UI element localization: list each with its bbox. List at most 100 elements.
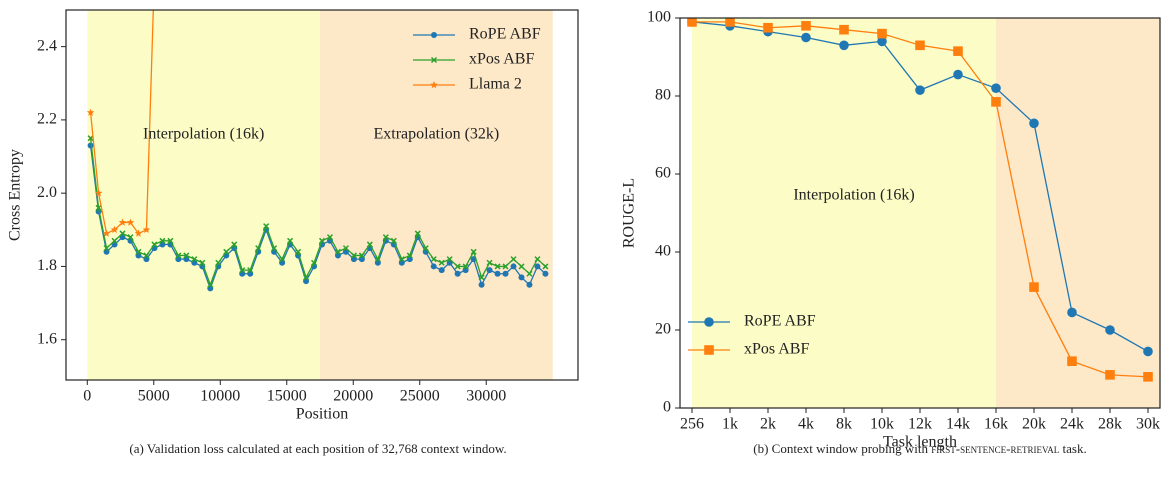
- marker: [991, 97, 1001, 107]
- marker: [953, 69, 963, 80]
- marker: [86, 108, 95, 116]
- marker: [406, 252, 413, 259]
- region-label: Interpolation (16k): [143, 126, 264, 143]
- legend-label: RoPE ABF: [744, 313, 816, 330]
- marker: [102, 229, 111, 237]
- marker: [295, 248, 302, 255]
- caption: (b) Context window probing with first-se…: [753, 441, 1086, 456]
- marker: [103, 245, 110, 252]
- marker: [430, 256, 437, 263]
- marker: [422, 245, 429, 252]
- x-tick-label: 8k: [836, 416, 852, 433]
- y-tick-label: 0: [663, 399, 671, 416]
- marker: [231, 241, 238, 248]
- marker: [518, 263, 525, 270]
- shaded-region: [87, 10, 321, 380]
- x-tick-label: 10000: [200, 388, 240, 405]
- marker: [494, 270, 501, 277]
- chart: Interpolation (16k) 0 20 40 60 80 100 256 1k 2k 4k…: [621, 9, 1161, 456]
- marker: [142, 225, 151, 234]
- marker: [334, 248, 341, 255]
- marker: [687, 18, 697, 27]
- plot-area: [86, 10, 553, 380]
- marker: [215, 259, 222, 266]
- marker: [358, 252, 365, 259]
- x-tick-label: 16k: [984, 416, 1008, 433]
- plot-frame: [65, 9, 579, 381]
- marker: [704, 317, 714, 327]
- y-tick-label: 40: [655, 243, 671, 260]
- legend-label: xPos ABF: [469, 51, 534, 68]
- marker: [318, 237, 326, 244]
- marker: [438, 259, 445, 266]
- marker: [534, 263, 541, 270]
- x-tick-label: 2k: [760, 416, 776, 433]
- marker: [350, 252, 357, 259]
- marker: [454, 263, 461, 270]
- marker: [542, 263, 549, 270]
- marker: [486, 259, 493, 266]
- marker: [430, 263, 437, 270]
- marker: [87, 135, 94, 142]
- marker: [255, 245, 262, 252]
- marker: [801, 21, 811, 31]
- marker: [287, 237, 294, 244]
- region-label: Extrapolation (32k): [373, 126, 499, 143]
- marker: [199, 259, 206, 266]
- marker: [271, 245, 278, 252]
- y-tick-label: 100: [647, 9, 671, 26]
- x-tick-label: 15000: [267, 388, 307, 405]
- marker: [1029, 282, 1039, 292]
- marker: [398, 256, 405, 263]
- marker: [1067, 356, 1077, 366]
- marker: [725, 18, 735, 27]
- y-tick-label: 2.0: [37, 184, 57, 201]
- marker: [877, 28, 887, 39]
- marker: [223, 248, 230, 255]
- y-tick-label: 20: [655, 321, 671, 338]
- x-tick-label: 30k: [1136, 416, 1160, 433]
- marker: [382, 234, 389, 241]
- shaded-region: [996, 18, 1160, 408]
- y-tick-label: 1.8: [37, 257, 57, 274]
- marker: [839, 40, 849, 51]
- marker: [134, 229, 143, 237]
- legend-label: xPos ABF: [744, 341, 809, 358]
- caption-part: task.: [1059, 441, 1086, 456]
- marker: [310, 259, 318, 266]
- marker: [915, 40, 925, 51]
- y-tick-label: 60: [655, 165, 671, 182]
- caption-part: first-sentence-retrieval: [931, 441, 1059, 456]
- marker: [462, 263, 469, 270]
- marker: [1105, 370, 1115, 380]
- marker: [430, 56, 438, 64]
- marker: [1029, 118, 1039, 129]
- marker: [414, 230, 421, 237]
- marker: [494, 263, 501, 270]
- marker: [342, 245, 349, 252]
- x-tick-label: 1k: [722, 416, 738, 433]
- marker: [279, 256, 286, 263]
- marker: [374, 256, 381, 263]
- plot-area: [687, 18, 1160, 408]
- x-tick-label: 14k: [946, 416, 970, 433]
- y-axis-label: ROUGE-L: [621, 178, 638, 248]
- marker: [143, 252, 150, 259]
- marker: [478, 281, 485, 288]
- marker: [118, 218, 127, 226]
- marker: [446, 256, 453, 263]
- x-tick-label: 4k: [798, 416, 814, 433]
- shaded-region: [320, 10, 553, 380]
- y-tick-label: 1.6: [37, 330, 57, 347]
- y-tick-label: 80: [655, 87, 671, 104]
- x-tick-label: 25000: [400, 388, 440, 405]
- marker: [438, 267, 445, 274]
- marker: [110, 225, 119, 234]
- marker: [1067, 307, 1077, 318]
- marker: [111, 237, 118, 244]
- marker: [518, 274, 525, 281]
- shaded-region: [692, 18, 996, 408]
- marker: [1143, 372, 1153, 382]
- x-tick-label: 24k: [1060, 416, 1084, 433]
